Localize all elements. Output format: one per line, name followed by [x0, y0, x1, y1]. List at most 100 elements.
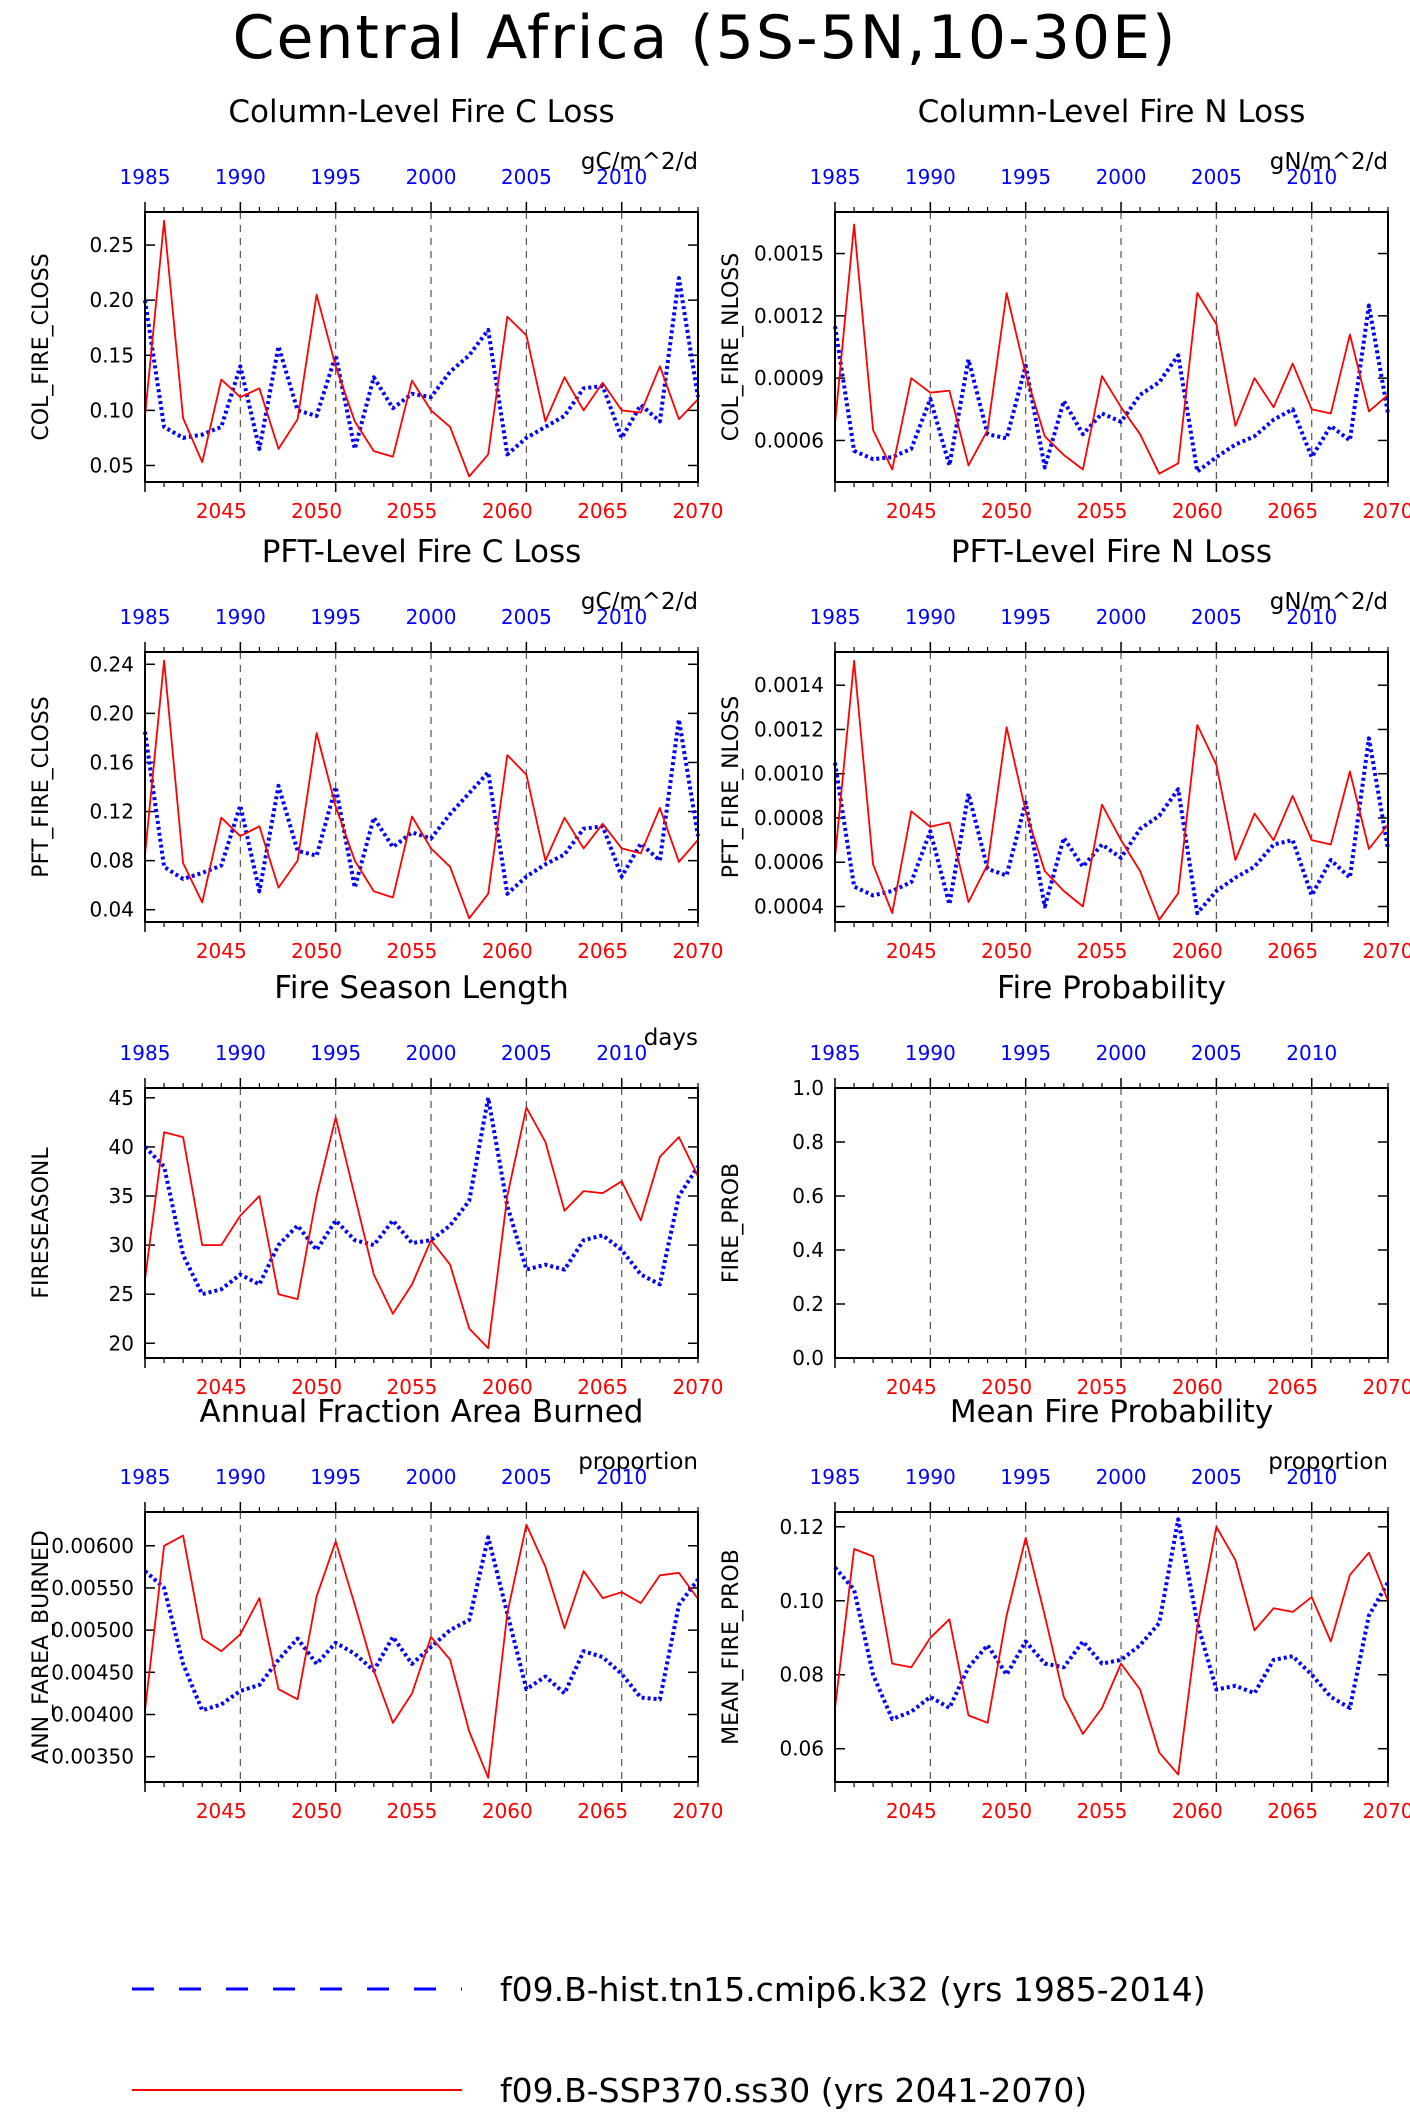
- x-top-tick-label: 2000: [1096, 605, 1147, 629]
- plot-frame: [834, 211, 1389, 483]
- x-bottom-tick-label: 2045: [886, 499, 937, 523]
- x-top-tick-label: 1995: [310, 605, 361, 629]
- y-tick-label: 0.0015: [754, 242, 824, 266]
- x-top-tick-label: 2005: [501, 1465, 552, 1489]
- x-bottom-tick-label: 2045: [886, 1375, 937, 1399]
- y-tick-label: 0.10: [779, 1589, 824, 1613]
- x-top-tick-label: 2005: [501, 605, 552, 629]
- x-bottom-tick-label: 2050: [291, 1799, 342, 1823]
- x-bottom-tick-label: 2065: [1267, 1375, 1318, 1399]
- y-tick-label: 20: [109, 1331, 134, 1355]
- x-top-tick-label: 1990: [905, 1041, 956, 1065]
- series-line-ssp: [144, 1106, 699, 1350]
- legend-label-hist: f09.B-hist.tn15.cmip6.k32 (yrs 1985-2014…: [500, 1970, 1206, 2009]
- y-tick-label: 45: [109, 1086, 134, 1110]
- y-tick-label: 30: [109, 1233, 134, 1257]
- x-bottom-tick-label: 2065: [577, 1799, 628, 1823]
- y-tick-label: 1.0: [792, 1076, 824, 1100]
- x-bottom-tick-label: 2055: [1077, 499, 1128, 523]
- x-top-tick-label: 1995: [310, 1041, 361, 1065]
- x-top-tick-label: 2010: [1286, 1041, 1337, 1065]
- series-line-ssp: [834, 1525, 1389, 1776]
- x-top-tick-label: 2000: [1096, 165, 1147, 189]
- y-tick-label: 0.15: [89, 343, 134, 367]
- y-tick-label: 0.0004: [754, 895, 824, 919]
- x-top-tick-label: 1995: [1000, 165, 1051, 189]
- y-tick-label: 0.12: [89, 800, 134, 824]
- x-bottom-tick-label: 2045: [196, 939, 247, 963]
- x-bottom-tick-label: 2065: [577, 939, 628, 963]
- x-bottom-tick-label: 2055: [1077, 1375, 1128, 1399]
- y-axis-label: PFT_FIRE_NLOSS: [719, 696, 744, 878]
- y-axis-label: PFT_FIRE_CLOSS: [29, 696, 54, 877]
- x-bottom-tick-label: 2055: [387, 499, 438, 523]
- units-label: gC/m^2/d: [581, 589, 698, 615]
- x-bottom-tick-label: 2060: [482, 499, 533, 523]
- y-axis-label: FIRE_PROB: [719, 1163, 744, 1283]
- x-top-tick-label: 2010: [596, 165, 647, 189]
- x-top-tick-label: 2010: [596, 605, 647, 629]
- legend: f09.B-hist.tn15.cmip6.k32 (yrs 1985-2014…: [132, 1970, 1206, 2110]
- chart-panel-2: Column-Level Fire N Loss gN/m^2/d COL_FIRE…: [719, 94, 1410, 523]
- y-tick-label: 0.0009: [754, 366, 824, 390]
- chart-panel-3: PFT-Level Fire C Loss gC/m^2/d PFT_FIRE_CL…: [29, 534, 723, 963]
- series-line-hist: [833, 1517, 1390, 1722]
- x-top-tick-label: 1985: [810, 1041, 861, 1065]
- x-top-tick-label: 2005: [1191, 605, 1242, 629]
- plot-frame: [144, 1511, 699, 1783]
- x-top-tick-label: 2000: [406, 1465, 457, 1489]
- x-top-tick-label: 2000: [406, 1041, 457, 1065]
- plot-frame: [834, 651, 1389, 923]
- y-tick-label: 0.08: [89, 849, 134, 873]
- x-bottom-tick-label: 2055: [1077, 1799, 1128, 1823]
- y-tick-label: 0.06: [779, 1737, 824, 1761]
- panel-title: Fire Probability: [997, 970, 1226, 1006]
- x-top-tick-label: 2010: [1286, 605, 1337, 629]
- y-axis-label: MEAN_FIRE_PROB: [719, 1549, 744, 1745]
- y-tick-label: 0.00600: [51, 1534, 134, 1558]
- y-tick-label: 0.04: [89, 898, 134, 922]
- units-label: gC/m^2/d: [581, 149, 698, 175]
- y-tick-label: 0.12: [779, 1515, 824, 1539]
- x-bottom-tick-label: 2060: [1172, 1799, 1223, 1823]
- y-tick-label: 0.0006: [754, 850, 824, 874]
- x-bottom-tick-label: 2060: [1172, 1375, 1223, 1399]
- plot-frame: [834, 1511, 1389, 1783]
- plot-frame: [144, 211, 699, 483]
- y-tick-label: 0.0008: [754, 806, 824, 830]
- y-tick-label: 25: [109, 1282, 134, 1306]
- y-tick-label: 0.00400: [51, 1703, 134, 1727]
- x-bottom-tick-label: 2070: [673, 1375, 724, 1399]
- units-label: proportion: [1268, 1449, 1388, 1475]
- series-line-hist: [143, 1535, 700, 1713]
- x-top-tick-label: 2010: [596, 1465, 647, 1489]
- y-tick-label: 0.2: [792, 1292, 824, 1316]
- x-bottom-tick-label: 2055: [387, 1799, 438, 1823]
- y-tick-label: 0.20: [89, 701, 134, 725]
- x-bottom-tick-label: 2065: [577, 499, 628, 523]
- y-axis-label: COL_FIRE_NLOSS: [719, 253, 744, 441]
- x-top-tick-label: 1985: [120, 165, 171, 189]
- x-top-tick-label: 2000: [406, 605, 457, 629]
- x-bottom-tick-label: 2045: [196, 1375, 247, 1399]
- y-tick-label: 35: [109, 1184, 134, 1208]
- chart-panel-1: Column-Level Fire C Loss gC/m^2/d COL_FIRE…: [29, 94, 723, 523]
- x-top-tick-label: 2010: [1286, 1465, 1337, 1489]
- units-label: days: [644, 1025, 698, 1051]
- x-bottom-tick-label: 2050: [291, 499, 342, 523]
- x-bottom-tick-label: 2050: [981, 939, 1032, 963]
- y-axis-label: COL_FIRE_CLOSS: [29, 253, 54, 440]
- series-line-hist: [143, 717, 700, 896]
- x-bottom-tick-label: 2050: [291, 1375, 342, 1399]
- chart-panel-5: Fire Season Length days FIRESEASONL 1985 199…: [29, 970, 723, 1399]
- panel-title: Fire Season Length: [274, 970, 568, 1006]
- x-top-tick-label: 1990: [905, 1465, 956, 1489]
- x-bottom-tick-label: 2055: [387, 1375, 438, 1399]
- chart-panel-6: Fire Probability FIRE_PROB 1985 1990 1995 200…: [719, 970, 1410, 1399]
- x-bottom-tick-label: 2045: [196, 499, 247, 523]
- legend-label-ssp: f09.B-SSP370.ss30 (yrs 2041-2070): [500, 2071, 1087, 2110]
- x-top-tick-label: 1990: [215, 605, 266, 629]
- y-tick-label: 0.25: [89, 233, 134, 257]
- x-bottom-tick-label: 2060: [1172, 939, 1223, 963]
